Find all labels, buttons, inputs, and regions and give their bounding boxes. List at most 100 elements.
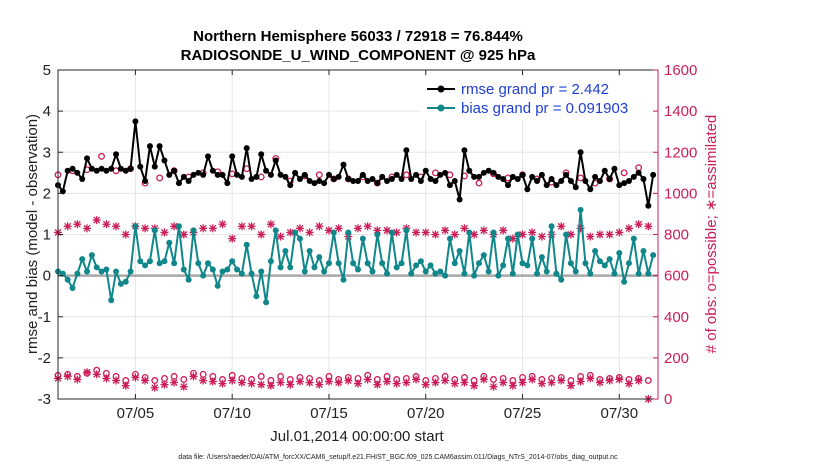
star-stroke [567, 382, 575, 390]
series-point-1 [335, 260, 342, 267]
star-stroke [402, 379, 410, 387]
star-stroke [480, 226, 488, 234]
series-point-1 [519, 260, 526, 267]
obs-assimilated-marker [170, 378, 179, 387]
y-right-tick-label-6: 1200 [664, 144, 697, 161]
series-point-0 [500, 175, 507, 182]
series-point-1 [645, 270, 652, 277]
series-point-0 [142, 178, 149, 185]
y-right-tick-label-0: 0 [664, 391, 672, 408]
star-stroke [248, 222, 256, 230]
series-point-1 [282, 247, 289, 254]
series-point-1 [485, 268, 492, 275]
obs-assimilated-marker [634, 220, 643, 229]
series-point-1 [219, 268, 226, 275]
obs-assimilated-marker [63, 222, 72, 231]
series-point-0 [98, 165, 105, 172]
obs-assimilated-marker [586, 232, 595, 241]
star-stroke [644, 222, 652, 230]
obs-assimilated-marker [576, 377, 585, 386]
series-point-0 [505, 182, 511, 189]
series-point-0 [325, 171, 332, 178]
obs-assimilated-marker [518, 378, 527, 387]
series-point-0 [519, 171, 526, 178]
star-stroke [344, 377, 352, 384]
star-stroke [209, 378, 217, 385]
series-point-1 [388, 229, 395, 236]
obs-assimilated-marker [286, 380, 295, 389]
obs-assimilated-marker [160, 380, 169, 389]
obs-possible-marker [315, 171, 323, 179]
series-point-1 [432, 270, 439, 277]
series-point-0 [359, 171, 366, 178]
star-stroke [112, 222, 120, 230]
series-point-0 [330, 175, 337, 182]
series-point-1 [79, 256, 86, 263]
series-point-1 [156, 260, 163, 267]
star-stroke [219, 380, 226, 388]
obs-assimilated-marker [266, 220, 275, 229]
series-point-1 [451, 260, 458, 267]
series-point-0 [93, 167, 100, 174]
star-stroke [83, 368, 91, 376]
series-point-0 [422, 167, 429, 174]
star-stroke [451, 380, 459, 388]
series-point-0 [355, 178, 361, 185]
obs-assimilated-marker [102, 374, 111, 383]
obs-assimilated-marker [421, 228, 430, 237]
obs-assimilated-marker [421, 380, 430, 389]
y-left-tick-label-4: 1 [43, 227, 51, 244]
series-point-0 [156, 143, 163, 150]
series-point-0 [408, 175, 415, 182]
legend-rmse-marker [437, 85, 445, 93]
series-point-0 [229, 153, 236, 160]
series-point-1 [151, 227, 158, 234]
star-stroke [441, 377, 449, 384]
series-point-0 [137, 163, 144, 170]
series-point-1 [456, 247, 463, 254]
series-point-0 [543, 182, 550, 189]
obs-assimilated-marker [441, 226, 450, 235]
star-stroke [354, 224, 362, 232]
obs-assimilated-marker [479, 375, 488, 384]
obs-assimilated-marker [179, 230, 188, 239]
obs-assimilated-marker [595, 378, 604, 387]
series-point-0 [219, 171, 226, 178]
y-left-tick-label-3: 0 [43, 268, 51, 285]
series-point-1 [563, 231, 570, 238]
series-point-0 [234, 171, 241, 178]
y-right-tick-label-5: 1000 [664, 185, 697, 202]
series-point-0 [113, 151, 120, 158]
star-stroke [64, 222, 72, 230]
series-point-0 [437, 171, 444, 178]
obs-assimilated-marker [354, 224, 362, 233]
series-point-0 [296, 175, 303, 182]
series-point-1 [374, 231, 381, 238]
series-point-0 [635, 169, 642, 176]
obs-assimilated-marker [112, 376, 121, 385]
series-point-1 [630, 235, 637, 242]
star-stroke [102, 220, 110, 228]
star-stroke [538, 380, 546, 388]
series-line-1 [55, 206, 657, 306]
series-point-1 [122, 278, 129, 285]
series-point-1 [325, 260, 332, 267]
star-stroke [451, 231, 459, 238]
x-axis-ticks: 07/05 07/10 07/15 07/20 07/25 07/30 [117, 70, 638, 422]
star-stroke [228, 377, 236, 384]
series-point-0 [151, 163, 158, 170]
star-stroke [160, 228, 168, 236]
star-stroke [441, 226, 449, 234]
chart-title-line2: RADIOSONDE_U_WIND_COMPONENT @ 925 hPa [181, 47, 536, 64]
obs-assimilated-marker [228, 376, 237, 385]
y-left-tick-label-5: 2 [43, 185, 51, 202]
obs-assimilated-marker [228, 234, 237, 243]
obs-assimilated-marker [199, 224, 208, 233]
series-point-0 [558, 178, 565, 185]
obs-assimilated-marker [528, 228, 537, 237]
y-right-tick-label-8: 1600 [664, 62, 697, 79]
series-point-1 [442, 272, 449, 279]
series-point-0 [258, 151, 265, 158]
series-point-1 [534, 270, 541, 277]
